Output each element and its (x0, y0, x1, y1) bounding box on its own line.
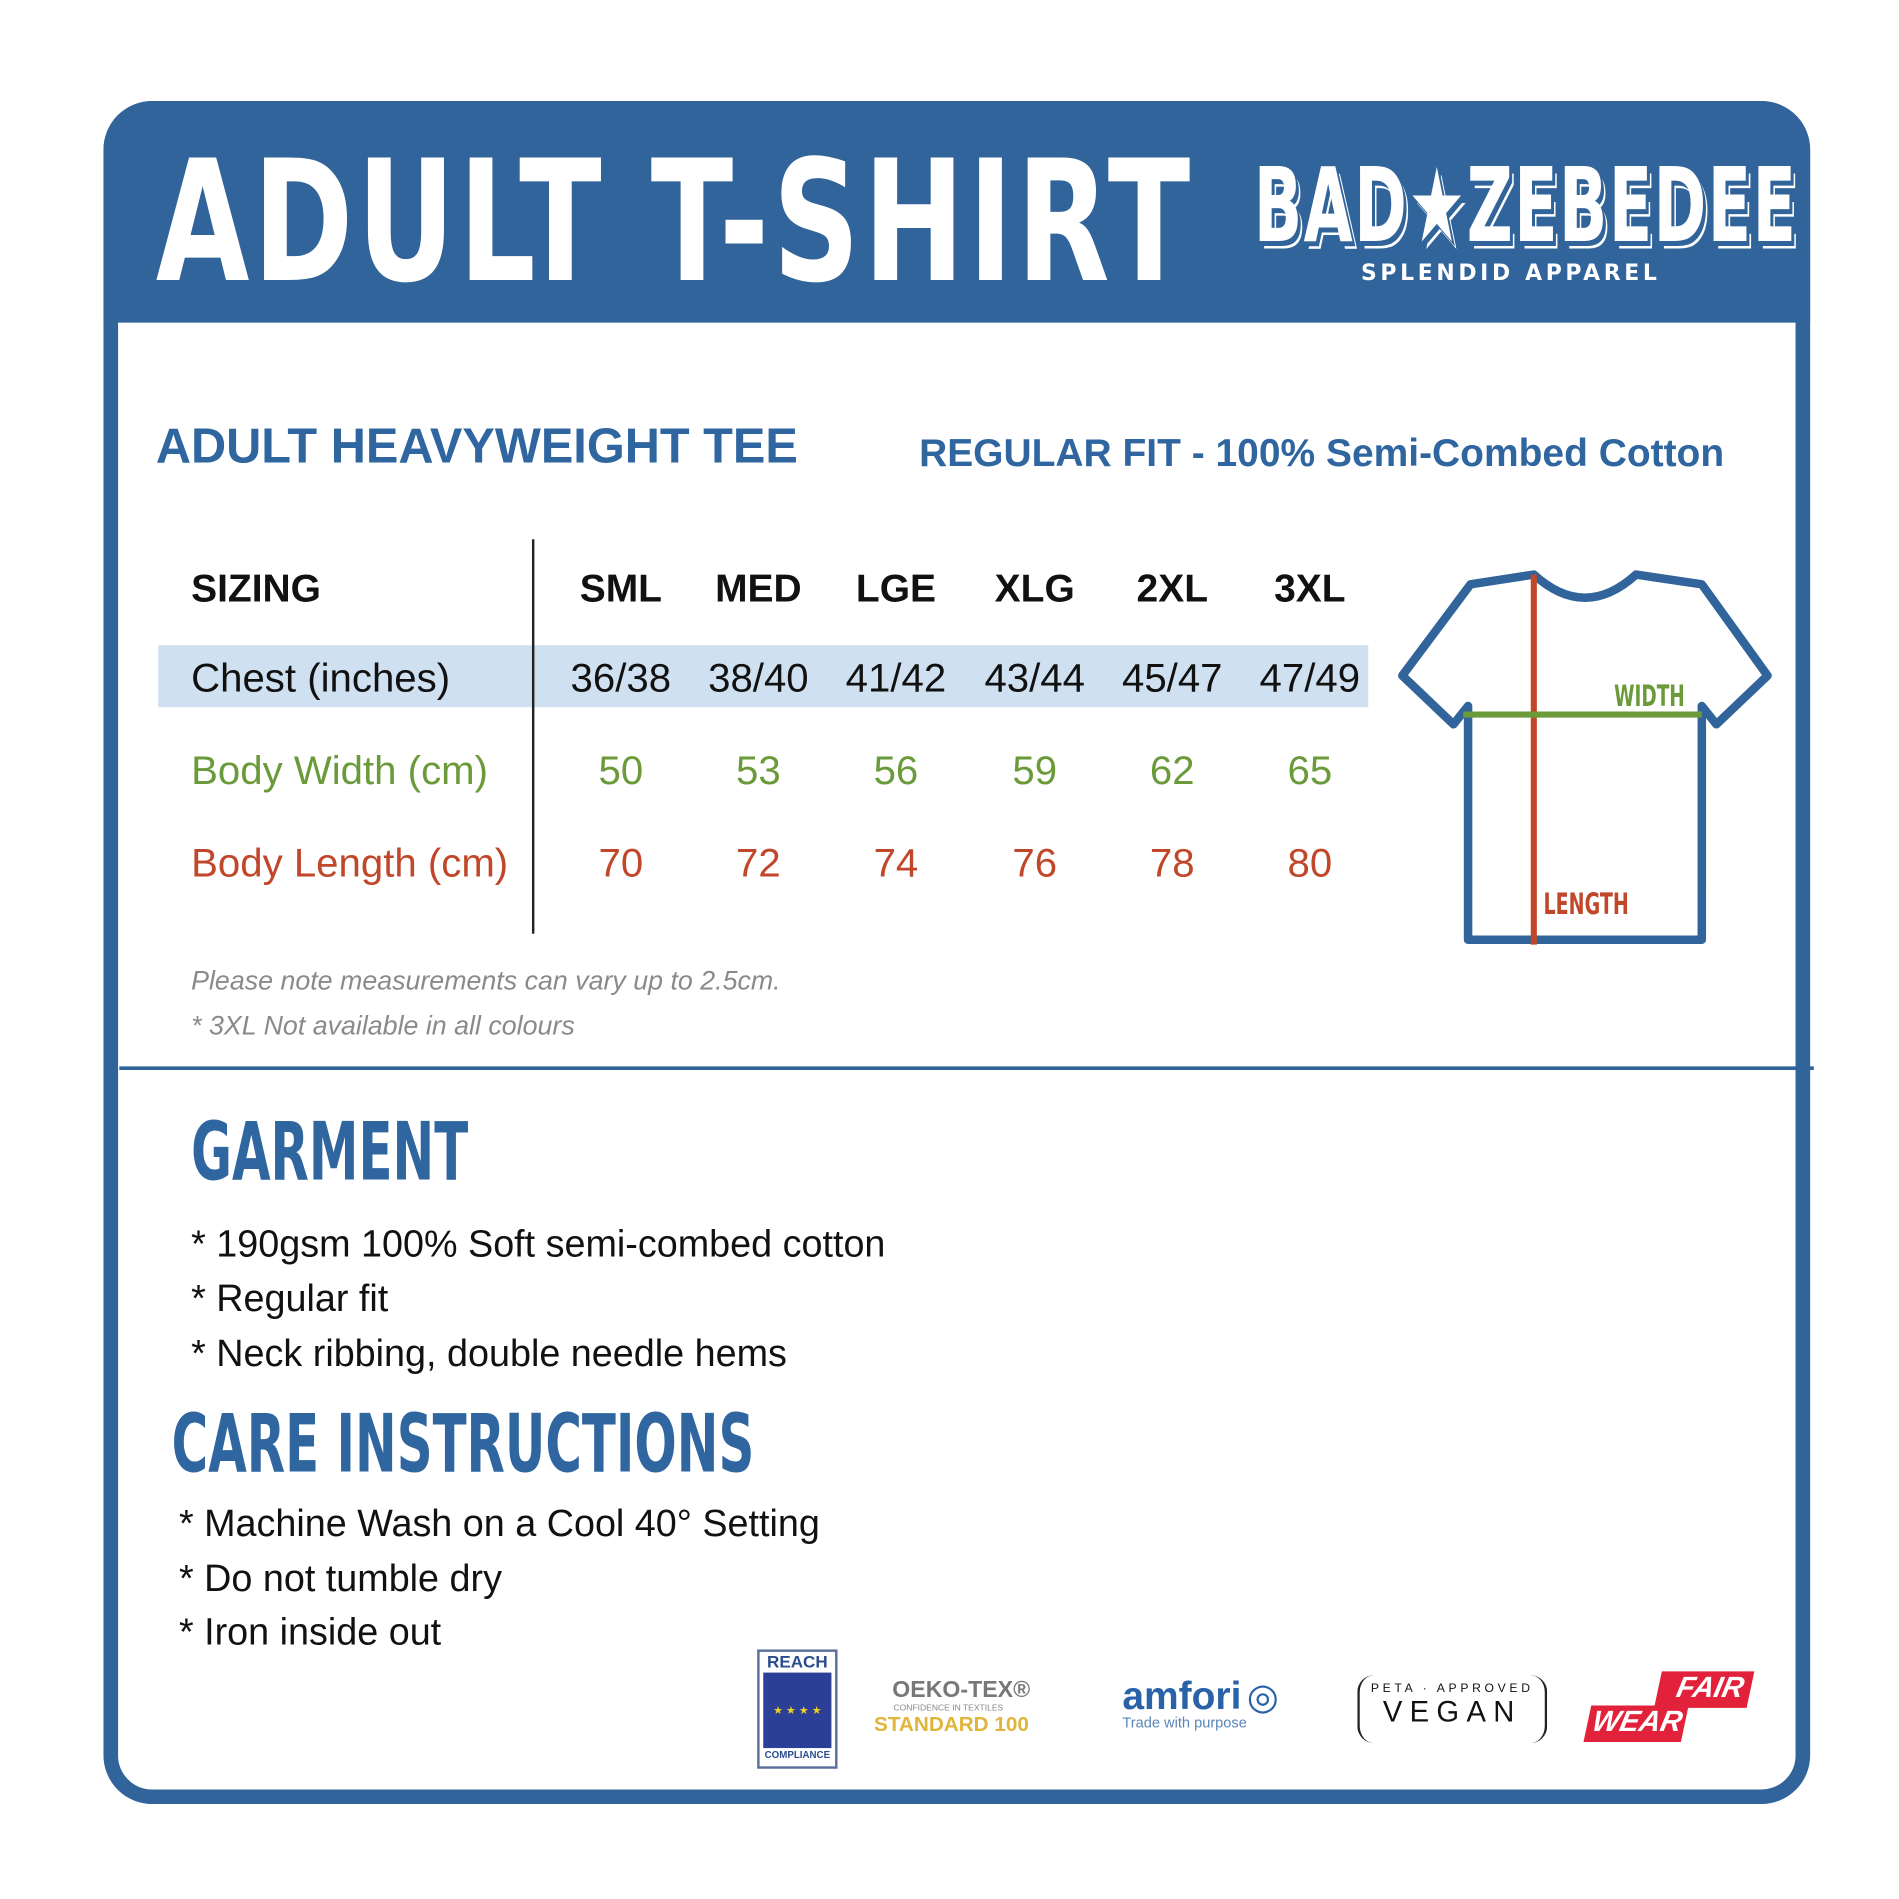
row-label: Body Width (cm) (191, 747, 488, 793)
oeko-name: OEKO-TEX® (892, 1677, 1031, 1704)
table-cell: 36/38 (570, 654, 672, 700)
width-label: WIDTH (1614, 679, 1685, 713)
fair-wear-logo: FAIR WEAR (1583, 1671, 1755, 1744)
size-chart-card (103, 101, 1811, 1805)
garment-heading: GARMENT (191, 1105, 469, 1200)
size-header-3xl: 3XL (1274, 566, 1346, 610)
oeko-standard: STANDARD 100 (874, 1712, 1029, 1736)
wear-text: WEAR (1583, 1705, 1689, 1742)
size-header-xlg: XLG (994, 566, 1075, 610)
table-cell: 38/40 (708, 654, 809, 700)
table-cell: 56 (873, 747, 919, 793)
garment-item: * Regular fit (191, 1276, 389, 1320)
chest-row-highlight (158, 645, 1369, 708)
brand-tagline: SPLENDID APPAREL (1360, 260, 1661, 287)
oeko-tex-logo: OEKO-TEX® CONFIDENCE IN TEXTILES STANDAR… (874, 1677, 1081, 1737)
section-divider (119, 1066, 1814, 1071)
table-cell: 59 (1012, 747, 1058, 793)
care-heading: CARE INSTRUCTIONS (171, 1397, 755, 1492)
table-cell: 41/42 (845, 654, 947, 700)
oeko-sub: CONFIDENCE IN TEXTILES (893, 1704, 1004, 1713)
amfori-name: amfori (1122, 1673, 1242, 1718)
table-cell: 78 (1149, 839, 1195, 885)
tshirt-outline (1398, 570, 1772, 945)
table-divider (531, 539, 535, 934)
care-item: * Machine Wash on a Cool 40° Setting (178, 1502, 820, 1545)
note-measurements: Please note measurements can vary up to … (191, 965, 781, 996)
size-header-lge: LGE (855, 566, 936, 610)
table-cell: 65 (1287, 747, 1333, 793)
table-cell: 53 (736, 747, 781, 793)
eu-stars-icon: ★ ★ ★ ★ (763, 1672, 832, 1749)
peta-vegan-logo: PETA · APPROVED VEGAN (1357, 1675, 1548, 1744)
length-label: LENGTH (1544, 887, 1629, 921)
product-fit: REGULAR FIT - 100% Semi-Combed Cotton (919, 430, 1725, 475)
vegan-name: VEGAN (1382, 1695, 1522, 1729)
reach-name: REACH (767, 1651, 828, 1672)
table-cell: 45/47 (1121, 654, 1223, 700)
size-header-med: MED (715, 566, 802, 610)
care-item: * Iron inside out (178, 1610, 442, 1654)
brand-name: BAD★ZEBEDEE (1253, 146, 1798, 266)
table-cell: 74 (873, 839, 919, 885)
reach-sub: COMPLIANCE (764, 1749, 831, 1761)
table-cell: 76 (1012, 839, 1058, 885)
peta-sub: PETA · APPROVED (1370, 1682, 1534, 1696)
row-label: Chest (inches) (191, 654, 451, 700)
product-name: ADULT HEAVYWEIGHT TEE (155, 419, 798, 474)
size-header-sml: SML (579, 566, 662, 610)
amfori-rings-icon: ◎ (1246, 1677, 1279, 1718)
size-header-2xl: 2XL (1136, 566, 1208, 610)
fair-text: FAIR (1654, 1671, 1755, 1708)
garment-item: * 190gsm 100% Soft semi-combed cotton (191, 1222, 886, 1265)
sizing-header: SIZING (191, 566, 321, 610)
garment-item: * Neck ribbing, double needle hems (191, 1331, 787, 1375)
tshirt-diagram: WIDTH LENGTH (1398, 570, 1772, 945)
brand-logo: BAD★ZEBEDEE SPLENDID APPAREL (1254, 146, 1796, 304)
table-cell: 80 (1287, 839, 1333, 885)
table-cell: 72 (736, 839, 781, 885)
page-title: ADULT T-SHIRT (155, 124, 1194, 321)
table-cell: 50 (598, 747, 644, 793)
reach-logo: REACH ★ ★ ★ ★ COMPLIANCE (757, 1649, 838, 1769)
row-label: Body Length (cm) (191, 839, 509, 885)
table-cell: 62 (1149, 747, 1195, 793)
table-cell: 70 (598, 839, 644, 885)
header-band (103, 101, 1811, 323)
amfori-sub: Trade with purpose (1122, 1713, 1247, 1732)
table-cell: 43/44 (984, 654, 1085, 700)
table-cell: 47/49 (1259, 654, 1361, 700)
care-item: * Do not tumble dry (178, 1556, 502, 1600)
note-3xl: * 3XL Not available in all colours (191, 1010, 575, 1041)
amfori-logo: amfori ◎ Trade with purpose (1122, 1674, 1317, 1731)
